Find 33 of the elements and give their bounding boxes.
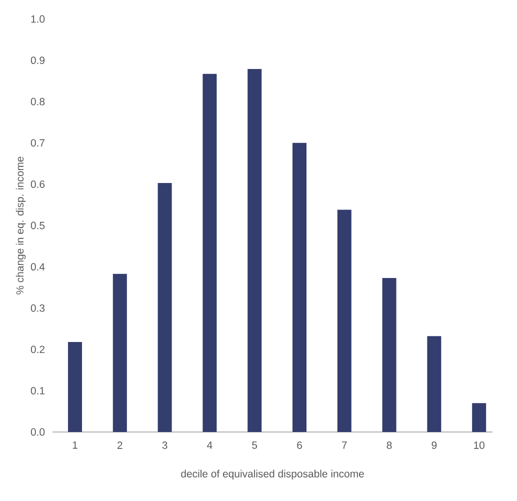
- x-axis-title: decile of equivalised disposable income: [181, 470, 364, 480]
- bar: [427, 336, 442, 432]
- y-tick-label: 0.0: [30, 428, 45, 436]
- x-tick-label: 6: [297, 442, 302, 449]
- y-tick-label: 1.0: [31, 15, 45, 23]
- y-tick-label: 0.7: [30, 139, 44, 147]
- y-tick-label: 0.4: [30, 263, 45, 271]
- x-tick-label: 4: [207, 442, 212, 449]
- x-tick-label: 7: [342, 442, 347, 449]
- y-tick-label: 0.9: [30, 56, 45, 64]
- bar: [292, 142, 306, 432]
- x-tick-label: 8: [386, 442, 392, 449]
- y-tick-label: 0.1: [30, 387, 45, 394]
- bar: [158, 182, 172, 432]
- x-tick-label: 1: [72, 442, 78, 449]
- bar: [68, 342, 82, 432]
- y-tick-label: 0.6: [30, 180, 45, 188]
- y-tick-label: 0.8: [30, 98, 45, 106]
- y-axis-title: % change in eq. disp. income: [16, 156, 26, 294]
- y-tick-label: 0.2: [30, 346, 44, 354]
- bar: [202, 74, 217, 432]
- bar: [472, 403, 486, 432]
- bar: [112, 274, 127, 432]
- x-tick-label: 2: [118, 442, 122, 449]
- x-tick-label: 10: [474, 442, 484, 449]
- x-tick-label: 5: [252, 442, 258, 449]
- y-tick-label: 0.5: [30, 222, 45, 230]
- bar: [248, 68, 262, 432]
- x-tick-label: 9: [432, 442, 437, 449]
- bar: [337, 210, 352, 432]
- bar: [382, 278, 396, 432]
- y-tick-label: 0.3: [30, 304, 45, 312]
- x-tick-label: 3: [162, 442, 168, 449]
